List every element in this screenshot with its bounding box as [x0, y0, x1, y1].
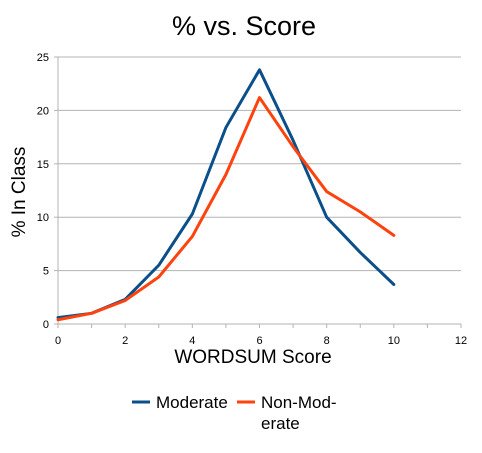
y-axis-ticks: 0 5 10 15 20 25 [37, 52, 58, 331]
x-axis-title: WORDSUM Score [174, 347, 331, 368]
y-tick-label: 15 [37, 159, 49, 171]
legend-item: Non-Mod-erate [237, 393, 337, 433]
legend-item: Moderate [132, 393, 228, 412]
series-line-non-mod-erate [56, 96, 396, 322]
gridlines [58, 56, 461, 272]
y-tick-label: 10 [37, 212, 49, 224]
chart-title: % vs. Score [172, 11, 316, 41]
y-tick-label: 0 [43, 319, 49, 331]
x-tick-label: 0 [55, 335, 61, 347]
legend-label: Moderate [156, 393, 228, 412]
x-tick-label: 10 [388, 335, 400, 347]
legend: Moderate Non-Mod-erate [132, 393, 337, 433]
series-line-moderate [56, 68, 396, 320]
y-tick-label: 20 [37, 105, 49, 117]
y-axis-title: % In Class [9, 147, 30, 238]
x-tick-label: 12 [455, 335, 467, 347]
x-axis-ticks: 0 2 4 6 8 10 12 [55, 324, 467, 347]
series-lines [56, 68, 396, 322]
x-tick-label: 4 [189, 335, 195, 347]
legend-label: Non-Mod-erate [261, 393, 337, 433]
x-tick-label: 8 [324, 335, 330, 347]
y-tick-label: 25 [37, 52, 49, 64]
x-tick-label: 2 [122, 335, 128, 347]
y-tick-label: 5 [43, 266, 49, 278]
x-tick-label: 6 [256, 335, 262, 347]
